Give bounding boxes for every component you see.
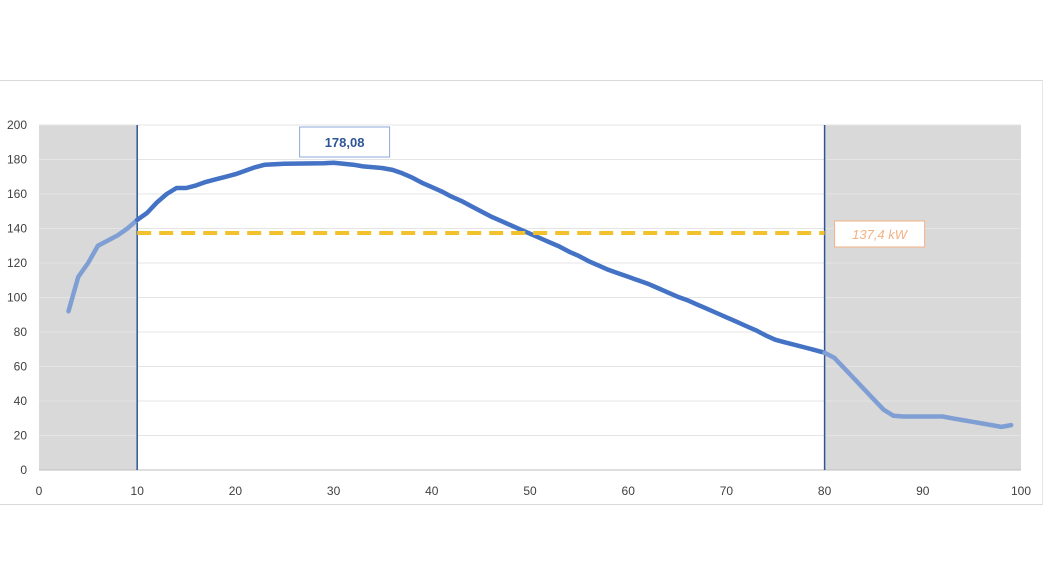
x-axis: 0 10 20 30 40 50 60 70 80 90 100: [36, 469, 1031, 498]
x-tick-label-50: 50: [523, 484, 537, 498]
y-tick-label-100: 100: [7, 291, 27, 305]
power-series: [66, 160, 1014, 430]
y-tick-label-60: 60: [14, 360, 28, 374]
series-line-low: [66, 217, 140, 314]
y-tick-label-80: 80: [14, 325, 28, 339]
x-tick-label-80: 80: [818, 484, 832, 498]
peak-label: 178,08: [325, 135, 365, 150]
series-line-high: [822, 350, 1014, 430]
vertical-limit-lines: [136, 125, 826, 470]
y-tick-label-120: 120: [7, 256, 27, 270]
chart-frame: [0, 80, 1043, 505]
peak-label-box: [299, 126, 391, 158]
x-tick-label-70: 70: [720, 484, 734, 498]
x-tick-label-20: 20: [229, 484, 243, 498]
annotations: 137,4 kW 178,08: [299, 126, 926, 248]
x-tick-label-40: 40: [425, 484, 439, 498]
x-tick-label-100: 100: [1011, 484, 1031, 498]
y-tick-label-160: 160: [7, 187, 27, 201]
y-tick-label-40: 40: [14, 394, 28, 408]
y-axis: 0 20 40 60 80 100 120 140 160 180 200: [7, 118, 27, 477]
y-tick-label-180: 180: [7, 153, 27, 167]
y-tick-label-140: 140: [7, 222, 27, 236]
x-tick-label-60: 60: [622, 484, 636, 498]
x-tick-label-90: 90: [916, 484, 930, 498]
y-tick-label-200: 200: [7, 118, 27, 132]
reference-label-box: [834, 220, 926, 248]
x-tick-label-0: 0: [36, 484, 43, 498]
reference-label: 137,4 kW: [852, 227, 909, 242]
x-tick-label-30: 30: [327, 484, 341, 498]
y-tick-label-0: 0: [20, 463, 27, 477]
x-tick-label-10: 10: [131, 484, 145, 498]
series-line-main: [134, 160, 827, 355]
y-tick-label-20: 20: [14, 429, 28, 443]
